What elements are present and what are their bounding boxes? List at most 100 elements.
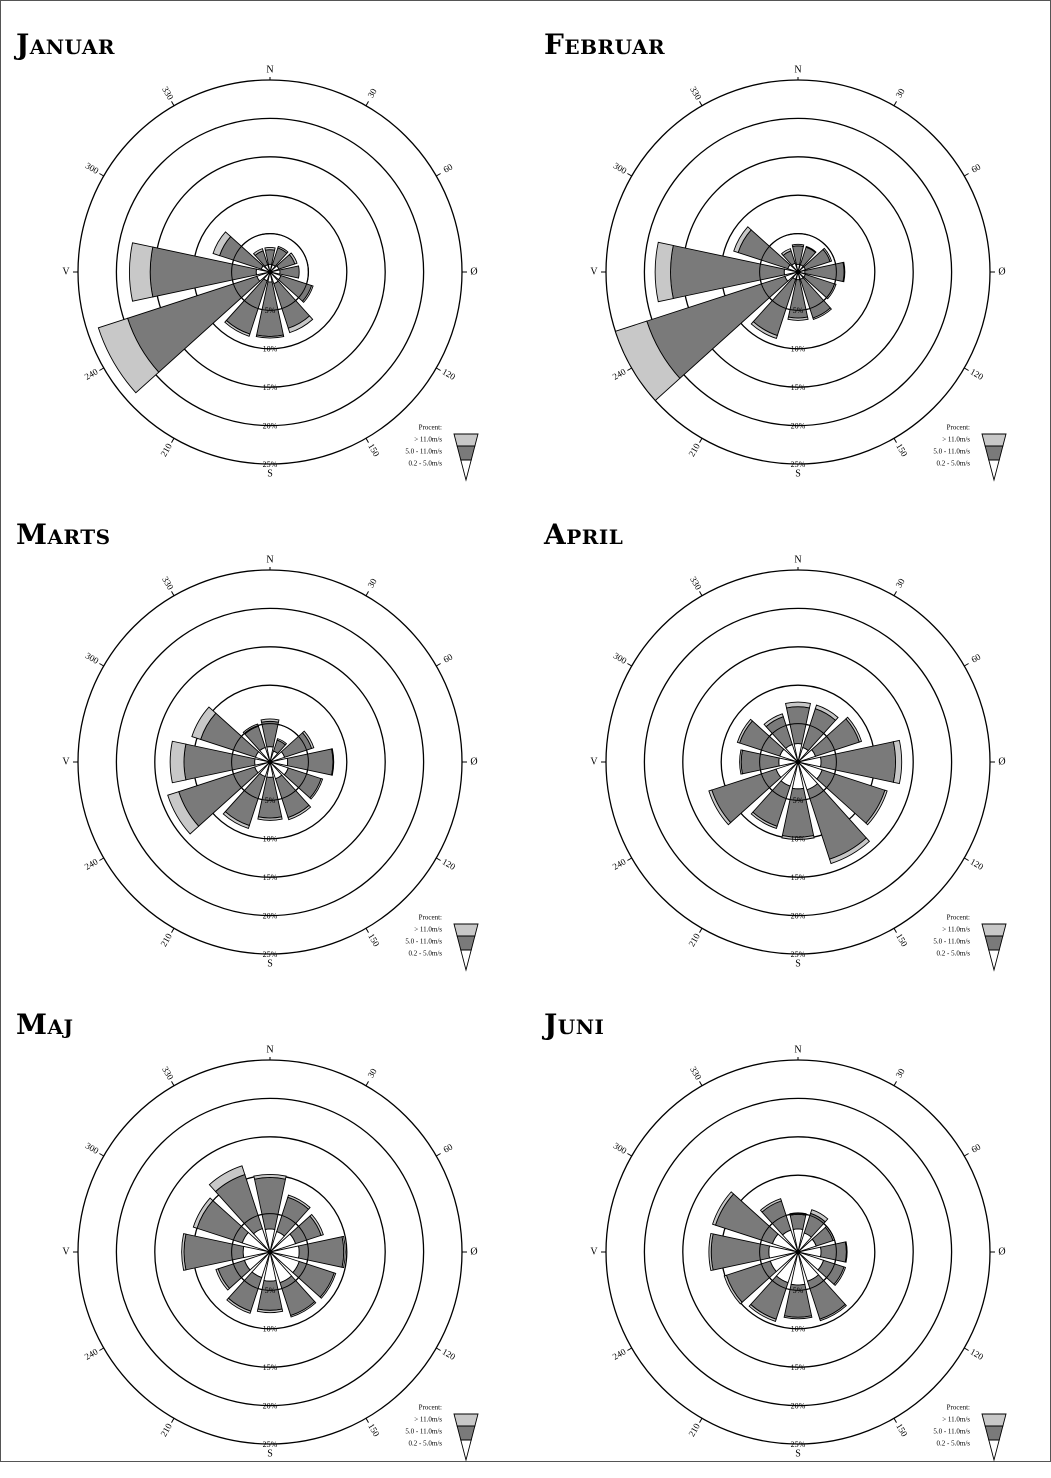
sector-180-band-3 xyxy=(255,334,285,339)
legend-label-3: 0.2 - 5.0m/s xyxy=(937,1440,971,1448)
legend-label-1: > 11.0m/s xyxy=(414,436,442,444)
sector-150-band-3 xyxy=(287,804,312,821)
sector-90-band-3 xyxy=(331,748,335,776)
degree-label-60: 60 xyxy=(442,161,455,174)
sector-90-band-3 xyxy=(341,1235,346,1269)
degree-tick-30 xyxy=(365,1081,369,1086)
sectors xyxy=(614,226,846,402)
degree-tick-60 xyxy=(964,173,969,177)
sector-300-band-3 xyxy=(711,1191,735,1226)
degree-tick-240 xyxy=(99,857,104,861)
sector-30-band-3 xyxy=(277,245,289,254)
ring-label-10: 10% xyxy=(263,1325,278,1334)
degree-label-240: 240 xyxy=(83,856,100,872)
ring-label-10: 10% xyxy=(791,1325,806,1334)
degree-label-120: 120 xyxy=(969,856,986,872)
windrose-chart: 5% 10% 15% 20% 25% N Ø S V 30 60 120 150 210 240 300 330… xyxy=(62,554,479,972)
compass-labels: N Ø S V xyxy=(62,1044,477,1459)
sector-30-band-3 xyxy=(276,738,288,746)
degree-label-330: 330 xyxy=(688,1065,704,1082)
sector-0-band-3 xyxy=(791,243,805,247)
panel-title: Marts xyxy=(16,518,111,551)
degree-tick-300 xyxy=(627,173,632,177)
legend: Procent: > 11.0m/s 5.0 - 11.0m/s 0.2 - 5.0m… xyxy=(405,1404,479,1462)
degree-label-210: 210 xyxy=(158,931,174,948)
ring-label-25: 25% xyxy=(263,950,278,959)
compass-e: Ø xyxy=(470,266,477,277)
legend-title: Procent: xyxy=(947,914,970,922)
degree-label-210: 210 xyxy=(686,441,702,458)
degree-tick-240 xyxy=(99,1347,104,1351)
ring-label-20: 20% xyxy=(263,1401,278,1410)
windrose-chart: 5% 10% 15% 20% 25% N Ø S V 30 60 120 150 210 240 300 330… xyxy=(590,554,1007,972)
degree-tick-120 xyxy=(964,1347,969,1351)
ring-label-25: 25% xyxy=(791,1440,806,1449)
legend-swatch-3 xyxy=(988,1439,1000,1462)
sector-60-band-3 xyxy=(845,716,863,743)
ring-15 xyxy=(154,1136,386,1368)
sector-270-band-3 xyxy=(739,749,743,775)
legend-label-1: > 11.0m/s xyxy=(942,926,970,934)
sector-0-band-3 xyxy=(785,701,811,709)
ring-5-overlay xyxy=(231,233,309,311)
ring-15 xyxy=(682,1136,914,1368)
degree-tick-240 xyxy=(627,1347,632,1351)
sector-90-band-3 xyxy=(892,739,903,785)
degree-label-330: 330 xyxy=(160,1065,176,1082)
ring-label-15: 15% xyxy=(791,383,806,392)
degree-label-210: 210 xyxy=(686,1421,702,1438)
panel-title: Januar xyxy=(16,28,116,61)
degree-tick-120 xyxy=(964,857,969,861)
degree-tick-30 xyxy=(893,1081,897,1086)
legend-label-2: 5.0 - 11.0m/s xyxy=(405,938,442,946)
degree-tick-300 xyxy=(99,173,104,177)
sector-150-band-3 xyxy=(828,837,871,865)
compass-w: V xyxy=(590,1246,598,1257)
degree-tick-330 xyxy=(699,1081,703,1086)
degree-label-60: 60 xyxy=(970,651,983,664)
degree-tick-120 xyxy=(436,367,441,371)
ring-label-25: 25% xyxy=(791,460,806,469)
compass-s: S xyxy=(795,958,801,969)
degree-tick-330 xyxy=(171,1081,175,1086)
legend-label-3: 0.2 - 5.0m/s xyxy=(409,950,443,958)
sector-240-band-3 xyxy=(215,1268,231,1291)
degree-tick-210 xyxy=(699,438,703,443)
sector-0-band-3 xyxy=(253,1174,287,1180)
degree-label-240: 240 xyxy=(83,1346,100,1362)
legend-label-2: 5.0 - 11.0m/s xyxy=(933,1428,970,1436)
legend-title: Procent: xyxy=(419,1404,442,1412)
degree-tick-240 xyxy=(99,367,104,371)
legend: Procent: > 11.0m/s 5.0 - 11.0m/s 0.2 - 5.0m… xyxy=(933,1404,1007,1462)
sectors xyxy=(167,706,335,835)
degree-label-210: 210 xyxy=(158,441,174,458)
degree-label-120: 120 xyxy=(969,1346,986,1362)
sector-120-band-3 xyxy=(833,1266,847,1287)
sector-30-band-3 xyxy=(814,704,839,721)
sector-270-band-3 xyxy=(129,242,154,302)
compass-n: N xyxy=(266,64,273,75)
compass-w: V xyxy=(590,266,598,277)
degree-label-120: 120 xyxy=(441,366,458,382)
sector-300-band-3 xyxy=(191,706,217,741)
sector-240-band-3 xyxy=(614,320,681,402)
ring-label-25: 25% xyxy=(791,950,806,959)
ring-label-10: 10% xyxy=(263,835,278,844)
degree-tick-60 xyxy=(436,1153,441,1157)
compass-n: N xyxy=(794,554,801,565)
sector-300-band-3 xyxy=(192,1197,214,1229)
legend-swatch-1 xyxy=(981,1413,1007,1427)
sector-90-band-2 xyxy=(298,1236,345,1268)
legend-title: Procent: xyxy=(419,424,442,432)
ring-labels: 5% 10% 15% 20% 25% xyxy=(791,1286,806,1449)
degree-label-120: 120 xyxy=(969,366,986,382)
degree-tick-330 xyxy=(171,101,175,106)
ring-label-20: 20% xyxy=(263,911,278,920)
legend: Procent: > 11.0m/s 5.0 - 11.0m/s 0.2 - 5.0m… xyxy=(405,424,479,482)
sector-300-band-3 xyxy=(212,231,232,257)
degree-tick-120 xyxy=(436,1347,441,1351)
ring-label-20: 20% xyxy=(791,911,806,920)
ring-label-5: 5% xyxy=(793,306,804,315)
legend-swatch-1 xyxy=(981,923,1007,937)
degree-tick-120 xyxy=(436,857,441,861)
